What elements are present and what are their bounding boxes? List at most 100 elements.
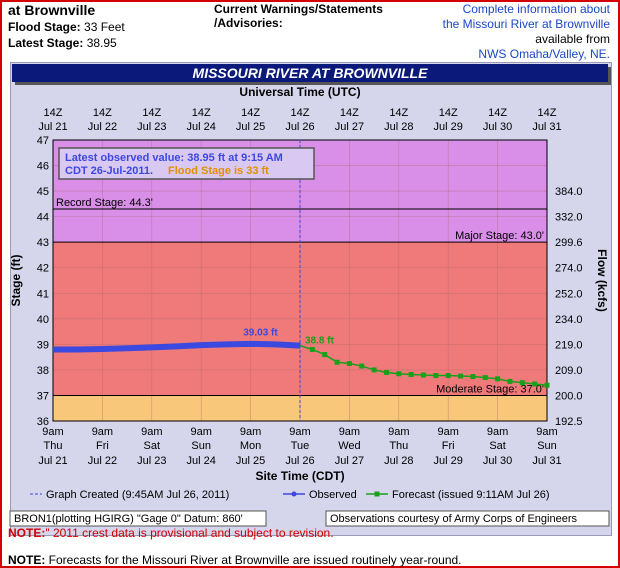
local-tick-date-0: Jul 21 [38, 455, 67, 467]
observed-peak-label: 39.03 ft [243, 328, 278, 339]
forecast-point-3 [334, 359, 340, 365]
local-tick-date-9: Jul 30 [483, 455, 512, 467]
utc-tick-time-3: 14Z [192, 107, 211, 119]
local-tick-time-8: 9am [437, 426, 458, 438]
local-tick-time-1: 9am [92, 426, 113, 438]
utc-tick-date-4: Jul 25 [236, 121, 265, 133]
flow-tick-label-5: 234.0 [555, 314, 583, 326]
local-tick-date-7: Jul 28 [384, 455, 413, 467]
local-tick-dow-9: Sat [489, 440, 506, 452]
latest-value-line-2: CDT 26-Jul-2011. [65, 165, 153, 177]
flow-tick-label-3: 274.0 [555, 263, 583, 275]
stage-threshold-label-1: Major Stage: 43.0' [455, 230, 544, 242]
local-tick-date-2: Jul 23 [137, 455, 166, 467]
local-tick-dow-0: Thu [44, 440, 63, 452]
local-tick-date-8: Jul 29 [434, 455, 463, 467]
note-provisional-label: NOTE: [8, 526, 46, 540]
note-forecasts: NOTE: Forecasts for the Missouri River a… [8, 553, 462, 567]
local-tick-dow-4: Mon [240, 440, 261, 452]
local-tick-date-10: Jul 31 [532, 455, 561, 467]
forecast-point-7 [383, 369, 389, 375]
gauge-summary: at Brownville Flood Stage: 33 Feet Lates… [8, 2, 125, 50]
local-tick-dow-2: Sat [144, 440, 161, 452]
stage-tick-label-3: 44 [37, 212, 49, 224]
local-tick-time-2: 9am [141, 426, 162, 438]
utc-axis-title: Universal Time (UTC) [239, 85, 360, 99]
utc-tick-date-5: Jul 26 [285, 121, 314, 133]
local-tick-dow-3: Sun [191, 440, 211, 452]
stage-tick-label-8: 39 [37, 339, 49, 351]
latest-stage-row: Latest Stage: 38.95 [8, 36, 125, 50]
note-provisional-text: " 2011 crest data is provisional and sub… [45, 526, 334, 540]
stage-threshold-label-2: Moderate Stage: 37.0' [436, 383, 544, 395]
latest-stage-label: Latest Stage: [8, 36, 84, 50]
local-tick-date-6: Jul 27 [335, 455, 364, 467]
local-tick-dow-5: Tue [291, 440, 310, 452]
datum-text: BRON1(plotting HGIRG) "Gage 0" Datum: 86… [14, 513, 243, 525]
flow-tick-label-4: 252.0 [555, 288, 583, 300]
datum-box [9, 510, 267, 527]
forecast-point-12 [445, 373, 451, 379]
latest-value-box [58, 147, 315, 180]
latest-value-line-1: Latest observed value: 38.95 ft at 9:15 … [65, 152, 283, 164]
stage-tick-label-9: 38 [37, 365, 49, 377]
forecast-point-6 [371, 367, 377, 373]
warnings-heading[interactable]: Current Warnings/Statements /Advisories: [214, 2, 383, 30]
stage-tick-label-5: 42 [37, 263, 49, 275]
stage-tick-label-6: 41 [37, 288, 49, 300]
forecast-point-16 [495, 376, 501, 382]
stage-axis-title: Stage (ft) [9, 255, 23, 307]
latest-stage-value: 38.95 [86, 36, 117, 50]
local-tick-date-5: Jul 26 [285, 455, 314, 467]
utc-tick-time-1: 14Z [93, 107, 112, 119]
gauge-title: at Brownville [8, 2, 96, 18]
local-tick-time-5: 9am [289, 426, 310, 438]
local-tick-time-4: 9am [240, 426, 261, 438]
forecast-point-8 [396, 371, 402, 377]
forecast-peak-label: 38.8 ft [305, 335, 335, 346]
flood-stage-label: Flood Stage: [8, 20, 81, 34]
flow-axis-title: Flow (kcfs) [595, 249, 609, 312]
forecast-point-17 [507, 378, 513, 384]
forecast-point-14 [470, 374, 476, 380]
local-tick-dow-1: Fri [96, 440, 109, 452]
legend-created-label: Graph Created (9:45AM Jul 26, 2011) [46, 489, 229, 501]
local-tick-time-0: 9am [42, 426, 63, 438]
note-forecasts-text: Forecasts for the Missouri River at Brow… [45, 553, 462, 567]
complete-info-link[interactable]: Complete information about [462, 2, 610, 16]
warnings-line-2: /Advisories: [214, 16, 283, 30]
local-tick-time-6: 9am [339, 426, 360, 438]
flow-tick-label-6: 219.0 [555, 339, 583, 351]
utc-tick-time-4: 14Z [241, 107, 260, 119]
local-tick-dow-6: Wed [338, 440, 360, 452]
local-tick-date-1: Jul 22 [88, 455, 117, 467]
stage-tick-label-11: 36 [37, 416, 49, 428]
available-from-text: available from [535, 32, 610, 46]
stage-tick-label-4: 43 [37, 237, 49, 249]
river-info-link[interactable]: the Missouri River at Brownville [442, 17, 610, 31]
local-tick-dow-10: Sun [537, 440, 557, 452]
local-tick-time-9: 9am [487, 426, 508, 438]
note-forecasts-label: NOTE: [8, 553, 46, 567]
utc-tick-time-7: 14Z [389, 107, 408, 119]
flow-tick-label-2: 299.6 [555, 237, 583, 249]
flood-stage-value: 33 Feet [84, 20, 125, 34]
flood-stage-row: Flood Stage: 33 Feet [8, 20, 125, 34]
local-tick-date-3: Jul 24 [187, 455, 216, 467]
legend-observed-marker [291, 491, 297, 497]
forecast-point-20 [544, 382, 550, 388]
nws-office-link[interactable]: NWS Omaha/Valley, NE. [478, 47, 610, 61]
flow-tick-label-8: 200.0 [555, 390, 583, 402]
observed-series-line [53, 340, 301, 353]
utc-tick-date-9: Jul 30 [483, 121, 512, 133]
legend-observed-label: Observed [309, 489, 357, 501]
flow-tick-label-0: 384.0 [555, 186, 583, 198]
warnings-line-1: Current Warnings/Statements [214, 2, 383, 16]
stage-tick-label-10: 37 [37, 390, 49, 402]
utc-tick-time-8: 14Z [439, 107, 458, 119]
local-tick-time-10: 9am [536, 426, 557, 438]
local-tick-dow-7: Thu [389, 440, 408, 452]
stage-tick-label-0: 47 [37, 135, 49, 147]
utc-tick-date-2: Jul 23 [137, 121, 166, 133]
